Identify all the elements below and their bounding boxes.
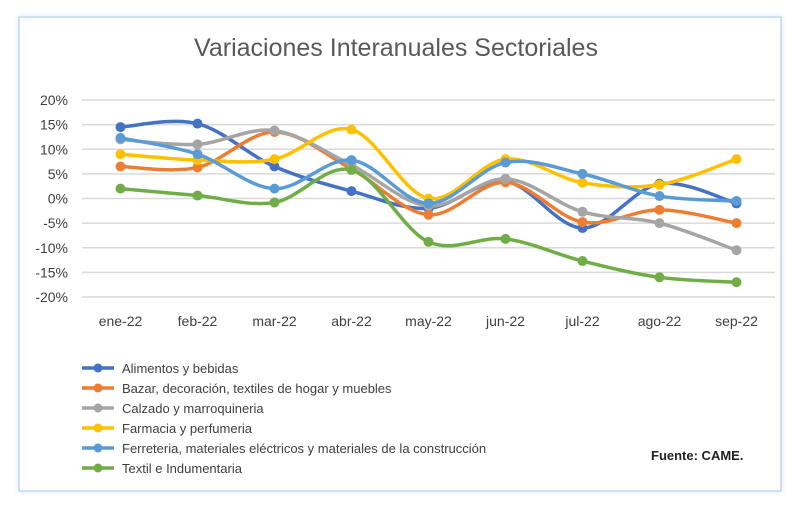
x-tick-label: ago-22 — [638, 313, 682, 329]
data-point — [423, 198, 434, 209]
legend-label: Textil e Indumentaria — [122, 461, 243, 476]
x-tick-label: may-22 — [405, 313, 452, 329]
data-point — [577, 177, 588, 188]
y-tick-label: 10% — [40, 141, 68, 157]
y-tick-label: -5% — [43, 215, 68, 231]
data-point — [731, 277, 742, 288]
data-point — [269, 197, 280, 208]
legend-marker — [93, 463, 103, 473]
legend-label: Ferreteria, materiales eléctricos y mate… — [122, 441, 486, 456]
data-point — [346, 124, 357, 135]
data-point — [731, 245, 742, 256]
y-tick-label: -15% — [35, 264, 68, 280]
data-point — [115, 149, 126, 160]
data-point — [269, 154, 280, 165]
data-point — [731, 218, 742, 229]
data-point — [654, 272, 665, 283]
data-point — [500, 233, 511, 244]
legend-label: Alimentos y bebidas — [122, 361, 239, 376]
x-tick-label: ene-22 — [99, 313, 143, 329]
data-point — [346, 164, 357, 175]
legend-marker — [93, 443, 103, 453]
data-point — [192, 190, 203, 201]
data-point — [192, 118, 203, 129]
legend-marker — [93, 423, 103, 433]
data-point — [192, 162, 203, 173]
y-tick-label: -10% — [35, 240, 68, 256]
data-point — [115, 183, 126, 194]
x-tick-label: feb-22 — [178, 313, 218, 329]
data-point — [654, 218, 665, 229]
y-tick-label: 20% — [40, 92, 68, 108]
data-point — [731, 154, 742, 165]
data-point — [654, 191, 665, 202]
legend-marker — [93, 383, 103, 393]
data-point — [346, 186, 357, 197]
data-point — [192, 149, 203, 160]
data-point — [346, 155, 357, 166]
data-point — [269, 161, 280, 172]
data-point — [115, 161, 126, 172]
chart-card — [18, 16, 782, 492]
y-tick-label: 5% — [48, 166, 68, 182]
x-tick-label: jul-22 — [564, 313, 599, 329]
data-point — [577, 206, 588, 217]
legend-label: Farmacia y perfumeria — [122, 421, 253, 436]
data-point — [500, 173, 511, 184]
chart-title: Variaciones Interanuales Sectoriales — [194, 34, 598, 62]
data-point — [577, 256, 588, 267]
data-point — [577, 168, 588, 179]
data-point — [577, 217, 588, 228]
data-point — [269, 183, 280, 194]
data-point — [115, 122, 126, 133]
data-point — [654, 204, 665, 215]
data-point — [731, 195, 742, 206]
data-point — [115, 132, 126, 143]
x-tick-label: abr-22 — [331, 313, 372, 329]
data-point — [423, 236, 434, 247]
x-tick-label: jun-22 — [485, 313, 525, 329]
legend-label: Bazar, decoración, textiles de hogar y m… — [122, 381, 392, 396]
data-point — [654, 179, 665, 190]
legend-marker — [93, 403, 103, 413]
y-tick-label: -20% — [35, 289, 68, 305]
x-tick-label: sep-22 — [715, 313, 758, 329]
y-tick-label: 15% — [40, 117, 68, 133]
data-point — [500, 157, 511, 168]
data-point — [423, 209, 434, 220]
y-tick-label: 0% — [48, 191, 68, 207]
data-point — [269, 125, 280, 136]
legend-marker — [93, 363, 103, 373]
x-tick-label: mar-22 — [252, 313, 297, 329]
data-point — [192, 139, 203, 150]
legend-label: Calzado y marroquineria — [122, 401, 264, 416]
source-note: Fuente: CAME. — [651, 448, 743, 463]
